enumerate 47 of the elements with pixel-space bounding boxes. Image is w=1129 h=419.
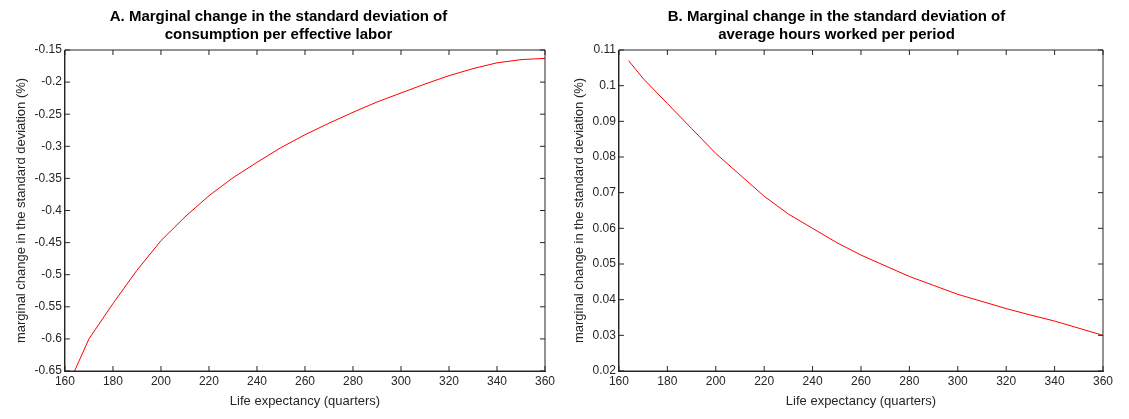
y-tick-label: 0.11 <box>593 42 617 57</box>
x-tick-label: 340 <box>486 373 508 388</box>
y-tick-label: 0.09 <box>592 113 617 128</box>
chart-title: A. Marginal change in the standard deviation of consumption per effective labor <box>109 7 449 43</box>
y-tick-label: -0.6 <box>41 331 63 346</box>
chart-title: B. Marginal change in the standard deviation of average hours worked per period <box>667 7 1007 43</box>
x-axis-title: Life expectancy (quarters) <box>229 392 381 408</box>
y-tick-label: 0.05 <box>592 256 617 271</box>
x-tick-label: 220 <box>198 373 220 388</box>
x-tick-label: 180 <box>657 373 678 388</box>
x-tick-label: 160 <box>54 373 76 388</box>
x-tick-label: 220 <box>754 373 775 388</box>
y-tick-label: -0.3 <box>41 138 63 153</box>
y-tick-label: -0.25 <box>34 106 63 121</box>
x-tick-label: 360 <box>1092 373 1114 388</box>
y-tick-label: -0.15 <box>34 42 63 57</box>
x-tick-label: 240 <box>802 373 823 388</box>
x-tick-label: 320 <box>996 373 1017 388</box>
y-tick-label: 0.04 <box>592 291 617 306</box>
y-axis-title: marginal change in the standard deviation (%) <box>13 77 29 344</box>
y-tick-label: 0.1 <box>599 77 617 92</box>
y-tick-label: 0.08 <box>592 149 617 164</box>
x-tick-label: 280 <box>342 373 364 388</box>
x-tick-label: 160 <box>608 373 630 388</box>
x-axis-title: Life expectancy (quarters) <box>785 392 937 408</box>
x-tick-label: 300 <box>947 373 969 388</box>
y-tick-label: -0.4 <box>41 202 63 217</box>
x-tick-label: 280 <box>899 373 920 388</box>
x-tick-label: 180 <box>102 373 124 388</box>
x-tick-label: 200 <box>150 373 172 388</box>
y-tick-label: 0.06 <box>592 220 617 235</box>
y-tick-label: 0.07 <box>592 184 617 199</box>
x-tick-label: 200 <box>705 373 727 388</box>
x-tick-label: 260 <box>294 373 316 388</box>
x-tick-label: 240 <box>246 373 268 388</box>
y-tick-label: -0.2 <box>41 74 63 89</box>
x-tick-label: 320 <box>438 373 460 388</box>
y-axis-title: marginal change in the standard deviation (%) <box>571 77 587 344</box>
y-tick-label: -0.5 <box>41 267 63 282</box>
x-tick-label: 360 <box>534 373 556 388</box>
y-tick-label: 0.03 <box>592 327 617 342</box>
x-tick-label: 260 <box>850 373 872 388</box>
y-tick-label: -0.35 <box>34 170 63 185</box>
y-tick-label: -0.45 <box>34 234 63 249</box>
y-tick-label: -0.55 <box>34 299 63 314</box>
x-tick-label: 300 <box>390 373 412 388</box>
x-tick-label: 340 <box>1044 373 1065 388</box>
